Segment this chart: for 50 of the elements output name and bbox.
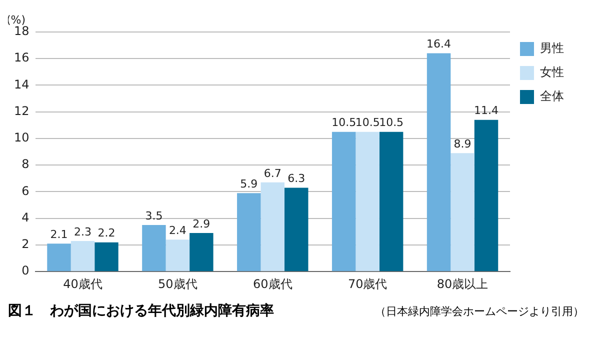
bar [142,225,166,272]
data-label: 10.5 [355,116,380,130]
data-label: 8.9 [454,137,472,150]
bar [237,193,261,272]
text: 図１ わが国における年代別緑内障有病率 [8,302,274,320]
data-label: 16.4 [426,38,452,51]
bar [356,132,380,272]
data-label: 2.3 [74,225,92,238]
y-tick-label: 14 [14,77,30,92]
data-label: 6.3 [288,172,306,186]
bar [70,240,95,272]
bar [332,132,356,272]
y-tick-label: 18 [14,24,30,38]
data-label: 2.9 [192,217,210,230]
y-tick-label: 16 [14,50,30,65]
y-tick-label: 2 [22,237,30,252]
data-label: 2.4 [168,224,186,238]
data-label: 2.2 [98,226,116,240]
data-label: 5.9 [240,177,258,190]
x-tick-label: 60歳代 [252,276,292,291]
data-label: 2.1 [50,228,68,242]
bar [284,188,308,272]
bar [47,244,71,272]
y-tick-label: 0 [22,264,30,278]
bar [379,132,404,272]
x-tick-label: 50歳代 [158,276,198,291]
y-tick-label: 6 [22,184,30,198]
y-tick-label: 8 [22,157,30,172]
y-tick-label: 10 [14,130,30,145]
x-tick-label: 40歳代 [63,276,102,291]
text: （日本緑内障学会ホームページより引用） [375,305,584,318]
bar [190,233,214,272]
bar [94,242,118,272]
bar [474,120,498,272]
bar [260,182,285,272]
data-label: 6.7 [264,166,282,180]
data-label: 3.5 [145,209,163,222]
x-tick-label: 80歳以上 [436,276,488,291]
y-tick-label: 4 [22,210,30,224]
y-tick-label: 12 [14,104,30,118]
legend-label: 男性 [540,41,564,56]
bar [450,153,474,272]
bar [166,240,190,272]
data-label: 10.5 [379,116,404,130]
data-label: 11.4 [474,104,499,118]
data-label: 10.5 [332,116,356,130]
x-tick-label: 70歳代 [348,276,388,291]
bar [426,53,451,272]
legend-label: 全体 [540,89,564,104]
legend-label: 女性 [540,65,564,80]
